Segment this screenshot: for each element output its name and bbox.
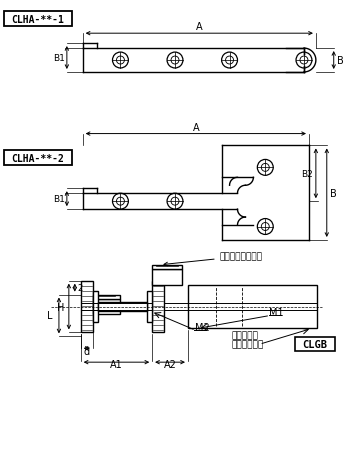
Text: B: B xyxy=(330,188,336,198)
Text: A: A xyxy=(196,22,203,32)
Text: CLHA-**-2: CLHA-**-2 xyxy=(12,154,65,163)
Text: B1: B1 xyxy=(53,195,65,204)
Bar xyxy=(152,269,182,285)
Bar xyxy=(295,338,335,351)
Bar xyxy=(5,12,72,27)
Bar xyxy=(147,291,152,323)
Text: 2: 2 xyxy=(78,283,83,293)
Bar xyxy=(81,281,92,333)
Bar xyxy=(5,151,72,166)
Text: CLHA-**-1: CLHA-**-1 xyxy=(12,15,65,25)
Text: L: L xyxy=(47,311,52,321)
Text: B1: B1 xyxy=(53,54,65,63)
Bar xyxy=(92,291,98,323)
Text: M1: M1 xyxy=(269,308,284,318)
Text: 定心导向套筒: 定心导向套筒 xyxy=(231,340,264,349)
Text: A: A xyxy=(193,122,199,132)
Text: A1: A1 xyxy=(110,359,123,369)
Bar xyxy=(152,265,182,269)
Text: B: B xyxy=(337,56,343,66)
Text: 内六角圆柱头螺栓: 内六角圆柱头螺栓 xyxy=(164,252,263,266)
Bar xyxy=(152,281,164,333)
Text: M2: M2 xyxy=(195,323,210,333)
Text: d: d xyxy=(84,346,90,356)
Bar xyxy=(92,295,120,299)
Text: A2: A2 xyxy=(164,359,177,369)
Text: 动力夹块用: 动力夹块用 xyxy=(231,330,258,339)
Bar xyxy=(98,302,147,312)
Text: H: H xyxy=(57,302,64,312)
Bar xyxy=(188,285,317,329)
Text: CLGB: CLGB xyxy=(302,339,327,349)
Text: B2: B2 xyxy=(301,169,313,178)
Bar xyxy=(92,299,120,315)
